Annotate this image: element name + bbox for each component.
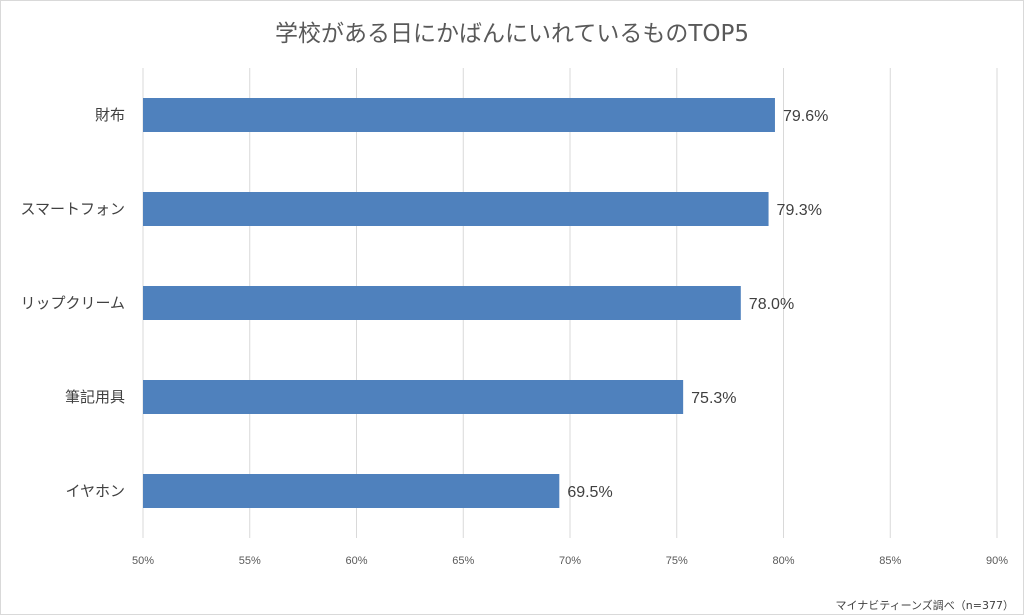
x-tick-label: 80%: [772, 555, 794, 567]
category-label: リップクリーム: [20, 294, 125, 312]
bar: [143, 474, 560, 508]
source-note: マイナビティーンズ調べ（n=377）: [835, 599, 1014, 612]
bar: [143, 98, 775, 132]
data-label: 75.3%: [691, 390, 736, 407]
data-label: 78.0%: [749, 296, 794, 313]
x-tick-labels: 50% 55% 60% 65% 70% 75% 80% 85% 90%: [132, 555, 1008, 567]
x-tick-label: 75%: [666, 555, 688, 567]
x-tick-label: 70%: [559, 555, 581, 567]
x-tick-label: 65%: [452, 555, 474, 567]
value-labels: 79.6% 79.3% 78.0% 75.3% 69.5%: [567, 108, 828, 501]
x-tick-label: 90%: [986, 555, 1008, 567]
data-label: 79.6%: [783, 108, 828, 125]
bars: [143, 98, 775, 508]
x-tick-label: 55%: [239, 555, 261, 567]
bar: [143, 192, 769, 226]
category-label: イヤホン: [65, 482, 125, 500]
chart-title: 学校がある日にかばんにいれているものTOP5: [275, 21, 749, 47]
x-tick-label: 85%: [879, 555, 901, 567]
category-label: 財布: [95, 106, 125, 124]
x-tick-label: 50%: [132, 555, 154, 567]
data-label: 69.5%: [567, 484, 612, 501]
category-label: スマートフォン: [20, 200, 125, 218]
bar: [143, 286, 741, 320]
data-label: 79.3%: [777, 202, 822, 219]
category-label: 筆記用具: [65, 388, 125, 406]
bar: [143, 380, 684, 414]
x-tick-label: 60%: [345, 555, 367, 567]
